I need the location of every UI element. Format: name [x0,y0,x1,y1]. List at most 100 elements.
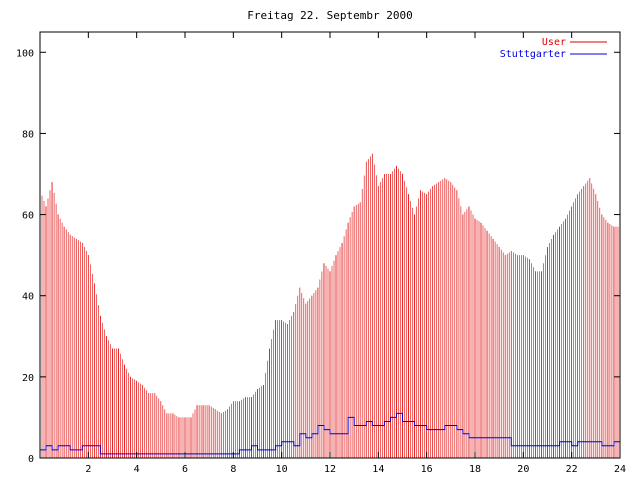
user-bar-group [227,401,234,458]
user-bar-group [263,348,270,458]
user-bar-group [353,202,361,458]
x-tick-label: 10 [276,464,288,475]
user-bar-group [166,413,174,458]
x-tick-label: 8 [230,464,236,475]
user-bar-group [607,222,615,458]
y-tick-label: 20 [22,373,34,384]
user-bar-group [583,178,591,458]
user-bars-layer [39,153,621,458]
user-bar-group [371,153,379,458]
user-bar-group [613,226,621,458]
user-bar-group [565,206,572,458]
user-bar-group [130,376,137,458]
user-bar-group [571,194,579,458]
user-bar-group [414,190,421,458]
user-bar-group [178,417,186,458]
user-bar-group [480,222,488,458]
user-bar-group [456,190,464,458]
user-bar-group [535,271,542,458]
user-bar-group [553,226,560,458]
user-bar-group [76,238,83,458]
chart-title: Freitag 22. Septembr 2000 [247,9,413,22]
y-tick-label: 100 [16,48,34,59]
user-bar-group [51,182,59,458]
user-bar-group [420,190,427,458]
user-bar-group [450,182,458,458]
user-bar-group [142,385,149,458]
y-tick-label: 80 [22,129,34,140]
user-bar-group [160,401,168,458]
user-bar-group [293,287,301,458]
user-bar-group [233,401,240,458]
user-bar-group [432,182,440,458]
user-bar-group [196,405,204,458]
user-bar-group [88,255,95,458]
user-bar-group [239,397,246,458]
user-bar-group [438,178,446,458]
x-tick-label: 18 [469,464,481,475]
x-tick-label: 16 [421,464,433,475]
user-bar-group [396,165,403,458]
user-bar-group [390,165,397,458]
user-bar-group [317,263,325,458]
user-bar-group [118,348,125,458]
user-bar-group [444,178,452,458]
user-bar-group [474,218,482,458]
user-bar-group [106,336,113,458]
user-bar-group [377,174,385,458]
user-bar-group [100,316,107,458]
user-bar-group [468,206,476,458]
user-bar-group [214,409,222,458]
user-bar-group [402,174,409,458]
user-bar-group [136,380,143,458]
user-bar-group [311,287,319,458]
user-bar-group [184,417,192,458]
legend-label-stuttgarter: Stuttgarter [500,49,566,60]
user-bar-group [94,283,101,458]
user-bar-group [82,243,89,458]
user-bar-group [269,320,276,458]
user-bar-group [426,186,434,458]
user-bar-group [595,194,603,458]
user-bar-group [541,247,548,458]
user-bar-group [529,259,536,458]
x-tick-label: 12 [324,464,336,475]
user-bar-group [281,320,289,458]
user-bar-group [124,364,131,458]
user-bar-group [335,243,343,458]
stuttgarter-line [40,412,620,455]
legend-label-user: User [542,37,566,48]
user-bar-group [365,153,373,458]
x-tick-label: 24 [614,464,626,475]
user-bar-group [208,405,216,458]
user-bar-group [492,238,500,458]
user-bar-group [299,287,307,458]
user-bar-group [384,174,391,458]
user-bar-group [257,385,264,458]
y-tick-label: 60 [22,211,34,222]
y-tick-label: 0 [28,454,34,465]
user-bar-group [287,312,295,458]
user-bar-group [498,247,506,458]
x-tick-label: 14 [372,464,384,475]
user-bar-group [112,348,119,458]
user-bar-group [504,251,512,458]
user-bar-group [589,178,597,458]
user-bar-group [154,393,162,458]
user-bar-group [359,162,367,458]
user-bar-group [69,234,77,458]
legend: User Stuttgarter [500,37,607,60]
x-tick-label: 2 [85,464,91,475]
user-bar-group [39,190,47,458]
user-bar-group [510,251,518,458]
user-bar-group [347,206,355,458]
user-bar-group [341,222,349,458]
user-bar-group [172,413,180,458]
x-tick-label: 6 [182,464,188,475]
user-bar-group [516,255,524,458]
user-bar-group [251,389,258,458]
user-bar-group [408,194,415,458]
user-bar-group [559,218,566,458]
